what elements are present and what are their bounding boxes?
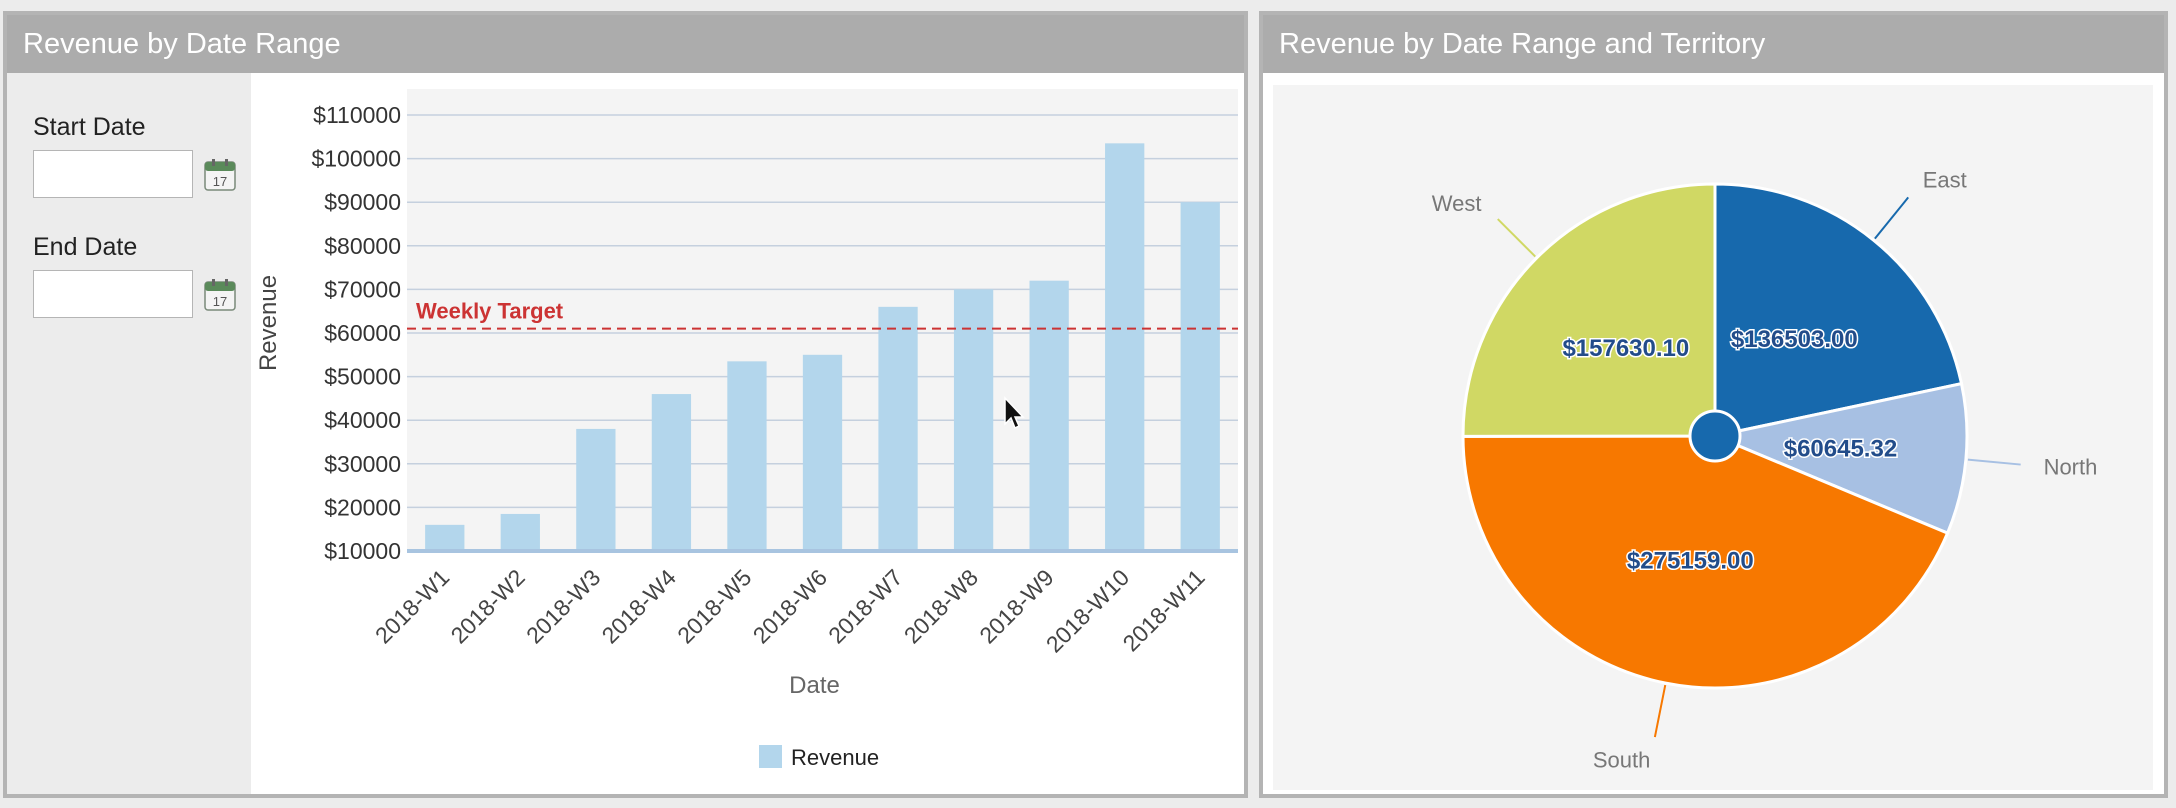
bar-2018-W3[interactable] xyxy=(576,428,616,551)
pie-leader-line xyxy=(1967,458,2021,466)
y-tick-label: $40000 xyxy=(324,407,401,433)
weekly-target-label: Weekly Target xyxy=(416,299,564,324)
panel-title: Revenue by Date Range xyxy=(7,15,1244,73)
x-tick-label: 2018-W10 xyxy=(1041,564,1134,657)
x-tick-label: 2018-W11 xyxy=(1118,564,1210,656)
x-tick-label: 2018-W7 xyxy=(823,564,907,648)
pie-chart-container: $136503.00 East $60645.32 North $275159.00 So… xyxy=(1273,85,2153,790)
pie-category-label: East xyxy=(1923,168,1967,193)
pie-leader-line xyxy=(1497,218,1536,258)
revenue-bar-chart[interactable]: $10000 $20000 $30000 $40000 $50000 $60000 $700… xyxy=(251,73,1244,794)
pie-category-label: South xyxy=(1593,748,1651,773)
territory-pie-chart[interactable]: $136503.00 East $60645.32 North $275159.00 So… xyxy=(1273,85,2153,790)
bar-2018-W7[interactable] xyxy=(878,306,918,551)
x-tick-label: 2018-W4 xyxy=(597,564,682,649)
end-date-calendar-icon[interactable]: 17 xyxy=(204,279,236,311)
y-tick-label: $100000 xyxy=(311,146,401,172)
x-tick-label: 2018-W8 xyxy=(899,564,983,648)
pie-value-label: $275159.00 xyxy=(1627,548,1754,575)
legend-label[interactable]: Revenue xyxy=(791,745,879,770)
mouse-cursor-icon xyxy=(1004,396,1025,430)
pie-value-label: $157630.10 xyxy=(1562,335,1689,362)
bar-2018-W9[interactable] xyxy=(1029,280,1069,551)
pie-slice-south[interactable] xyxy=(1461,434,1950,690)
pie-leader-line xyxy=(1653,684,1667,738)
y-tick-label: $110000 xyxy=(313,102,401,128)
pie-leader-line xyxy=(1874,196,1909,240)
bar-2018-W4[interactable] xyxy=(651,394,692,551)
bar-2018-W6[interactable] xyxy=(802,354,843,551)
start-date-input[interactable] xyxy=(33,150,193,198)
bar-2018-W5[interactable] xyxy=(727,361,767,551)
pie-slice-east[interactable] xyxy=(1713,182,1964,438)
revenue-by-territory-panel: Revenue by Date Range and Territory $136… xyxy=(1259,11,2168,798)
bar-chart-container: $10000 $20000 $30000 $40000 $50000 $60000 $700… xyxy=(251,73,1244,794)
start-date-label: Start Date xyxy=(33,113,146,141)
start-calendar-day: 17 xyxy=(213,174,227,189)
filter-sidebar: Start Date 17 End Date 17 xyxy=(7,73,251,794)
bar-2018-W2[interactable] xyxy=(500,513,540,551)
y-tick-label: $20000 xyxy=(324,494,401,520)
x-axis-title: Date xyxy=(789,672,840,699)
bar-2018-W10[interactable] xyxy=(1105,143,1145,551)
end-date-label: End Date xyxy=(33,233,138,261)
y-tick-label: $10000 xyxy=(324,538,401,564)
start-date-calendar-icon[interactable]: 17 xyxy=(204,159,236,191)
panel-title: Revenue by Date Range and Territory xyxy=(1263,15,2164,73)
x-tick-label: 2018-W6 xyxy=(748,564,832,648)
y-tick-label: $60000 xyxy=(324,320,401,346)
y-tick-label: $50000 xyxy=(324,364,401,390)
bar-2018-W1[interactable] xyxy=(425,524,465,551)
x-tick-label: 2018-W3 xyxy=(521,564,605,648)
pie-value-label: $60645.32 xyxy=(1784,436,1897,463)
end-calendar-day: 17 xyxy=(213,294,227,309)
revenue-by-date-range-panel: Revenue by Date Range Start Date 17 End … xyxy=(3,11,1248,798)
pie-center-dot xyxy=(1688,409,1742,463)
bar-2018-W8[interactable] xyxy=(953,289,994,551)
legend-swatch[interactable] xyxy=(759,745,782,768)
y-axis-title: Revenue xyxy=(255,275,282,371)
y-tick-label: $80000 xyxy=(324,233,401,259)
bar-2018-W11[interactable] xyxy=(1180,202,1220,551)
pie-slice-north[interactable] xyxy=(1709,381,1969,536)
pie-slice-west[interactable] xyxy=(1461,182,1717,438)
y-tick-label: $70000 xyxy=(324,276,401,302)
pie-value-label: $136503.00 xyxy=(1731,326,1858,353)
pie-category-label: North xyxy=(2044,455,2098,480)
x-tick-label: 2018-W1 xyxy=(370,564,454,648)
x-tick-label: 2018-W5 xyxy=(672,564,756,648)
pie-category-label: West xyxy=(1432,191,1482,216)
x-tick-label: 2018-W2 xyxy=(445,564,529,648)
y-tick-label: $30000 xyxy=(324,451,401,477)
y-tick-label: $90000 xyxy=(324,189,401,215)
end-date-input[interactable] xyxy=(33,270,193,318)
